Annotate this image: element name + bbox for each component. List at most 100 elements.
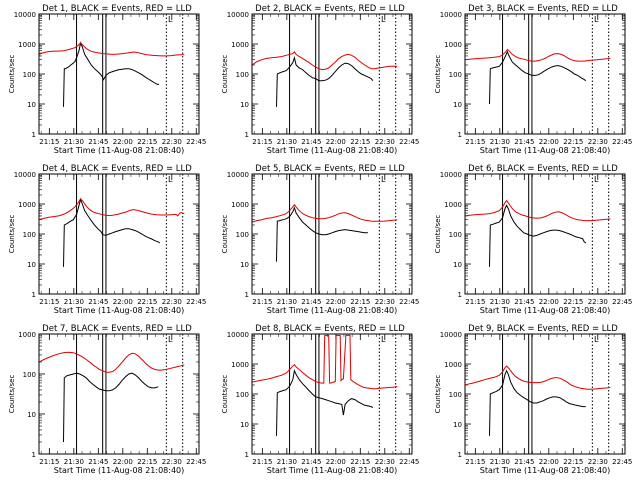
x-tick-label: 21:45 [88, 458, 108, 466]
panel-title: Det 6, BLACK = Events, RED = LLD [468, 164, 618, 174]
y-tick-label: 10 [240, 421, 249, 429]
x-tick-label: 21:15 [39, 458, 59, 466]
y-tick-label: 1 [458, 451, 462, 459]
x-tick-label: 22:00 [326, 458, 346, 466]
lld-series-line [252, 334, 398, 390]
y-tick-label: 1 [32, 291, 36, 299]
x-tick-label: 22:30 [162, 298, 182, 306]
y-tick-label: 1000 [444, 41, 462, 49]
y-axis-label: Counts/sec [221, 55, 229, 94]
x-tick-label: 22:30 [162, 458, 182, 466]
corner-mark: L [168, 175, 173, 184]
y-tick-label: 1 [32, 131, 36, 139]
x-tick-label: 21:45 [514, 458, 534, 466]
x-tick-label: 21:15 [252, 298, 272, 306]
x-tick-label: 21:30 [277, 138, 297, 146]
y-tick-label: 1000 [231, 201, 249, 209]
y-tick-label: 1 [245, 131, 249, 139]
y-tick-label: 1000 [18, 41, 36, 49]
y-axis-label: Counts/sec [8, 215, 16, 254]
y-tick-label: 10 [27, 261, 36, 269]
corner-mark: L [594, 175, 599, 184]
lld-series-line [39, 42, 185, 57]
x-tick-label: 21:15 [465, 298, 485, 306]
y-tick-label: 100 [449, 231, 462, 239]
y-axis-label: Counts/sec [434, 215, 442, 254]
x-tick-label: 21:45 [514, 138, 534, 146]
y-axis-label: Counts/sec [8, 55, 16, 94]
x-tick-label: 22:30 [588, 298, 608, 306]
x-tick-label: 21:15 [252, 138, 272, 146]
lld-series-line [39, 351, 185, 373]
lld-series-line [252, 50, 398, 71]
y-tick-label: 100 [236, 71, 249, 79]
y-tick-label: 1000 [18, 201, 36, 209]
corner-mark: L [381, 175, 386, 184]
x-tick-label: 21:15 [252, 458, 272, 466]
x-tick-label: 21:30 [490, 298, 510, 306]
x-tick-label: 21:45 [88, 138, 108, 146]
panel-title: Det 8, BLACK = Events, RED = LLD [255, 324, 405, 334]
events-series-line [489, 369, 586, 436]
x-tick-label: 22:30 [162, 138, 182, 146]
x-tick-label: 22:15 [563, 458, 583, 466]
y-tick-label: 10 [27, 411, 36, 419]
y-tick-label: 10000 [227, 11, 249, 19]
y-tick-label: 10 [453, 261, 462, 269]
y-tick-label: 1 [245, 291, 249, 299]
x-tick-label: 22:15 [137, 458, 157, 466]
x-tick-label: 22:00 [113, 458, 133, 466]
y-tick-label: 1000 [444, 361, 462, 369]
y-tick-label: 10000 [227, 331, 249, 339]
y-axis-label: Counts/sec [434, 375, 442, 414]
y-tick-label: 1000 [231, 361, 249, 369]
corner-mark: L [168, 15, 173, 24]
y-tick-label: 10 [240, 101, 249, 109]
y-axis-label: Counts/sec [434, 55, 442, 94]
x-tick-label: 22:45 [399, 458, 419, 466]
x-tick-label: 21:45 [514, 298, 534, 306]
panel-title: Det 7, BLACK = Events, RED = LLD [42, 324, 192, 334]
x-tick-label: 22:00 [539, 458, 559, 466]
x-tick-label: 22:15 [137, 298, 157, 306]
x-tick-label: 21:30 [490, 138, 510, 146]
x-axis-label: Start Time (11-Aug-08 21:08:40) [54, 466, 185, 475]
y-tick-label: 1000 [231, 41, 249, 49]
x-tick-label: 21:30 [490, 458, 510, 466]
y-tick-label: 1 [245, 451, 249, 459]
x-tick-label: 22:00 [326, 138, 346, 146]
lld-series-line [465, 199, 611, 222]
plot-frame [38, 13, 200, 135]
x-tick-label: 21:45 [301, 138, 321, 146]
x-tick-label: 22:45 [612, 138, 632, 146]
y-tick-label: 10000 [440, 331, 462, 339]
y-tick-label: 100 [449, 391, 462, 399]
events-series-line [63, 372, 159, 443]
x-tick-label: 22:00 [113, 138, 133, 146]
y-tick-label: 10000 [14, 171, 36, 179]
events-series-line [63, 198, 161, 267]
corner-mark: L [594, 335, 599, 344]
x-tick-label: 22:15 [563, 298, 583, 306]
x-tick-label: 22:00 [539, 298, 559, 306]
y-tick-label: 100 [23, 231, 36, 239]
events-series-line [276, 55, 374, 107]
y-tick-label: 10000 [227, 171, 249, 179]
events-series-line [489, 204, 587, 267]
y-tick-label: 100 [236, 231, 249, 239]
x-axis-label: Start Time (11-Aug-08 21:08:40) [267, 466, 398, 475]
corner-mark: L [381, 15, 386, 24]
x-tick-label: 21:15 [39, 298, 59, 306]
x-tick-label: 22:45 [612, 298, 632, 306]
x-tick-label: 22:45 [186, 138, 206, 146]
corner-mark: L [594, 15, 599, 24]
y-tick-label: 10 [27, 101, 36, 109]
panel-title: Det 4, BLACK = Events, RED = LLD [42, 164, 192, 174]
x-tick-label: 22:15 [350, 138, 370, 146]
x-tick-label: 22:15 [350, 458, 370, 466]
panel-title: Det 3, BLACK = Events, RED = LLD [468, 4, 618, 14]
